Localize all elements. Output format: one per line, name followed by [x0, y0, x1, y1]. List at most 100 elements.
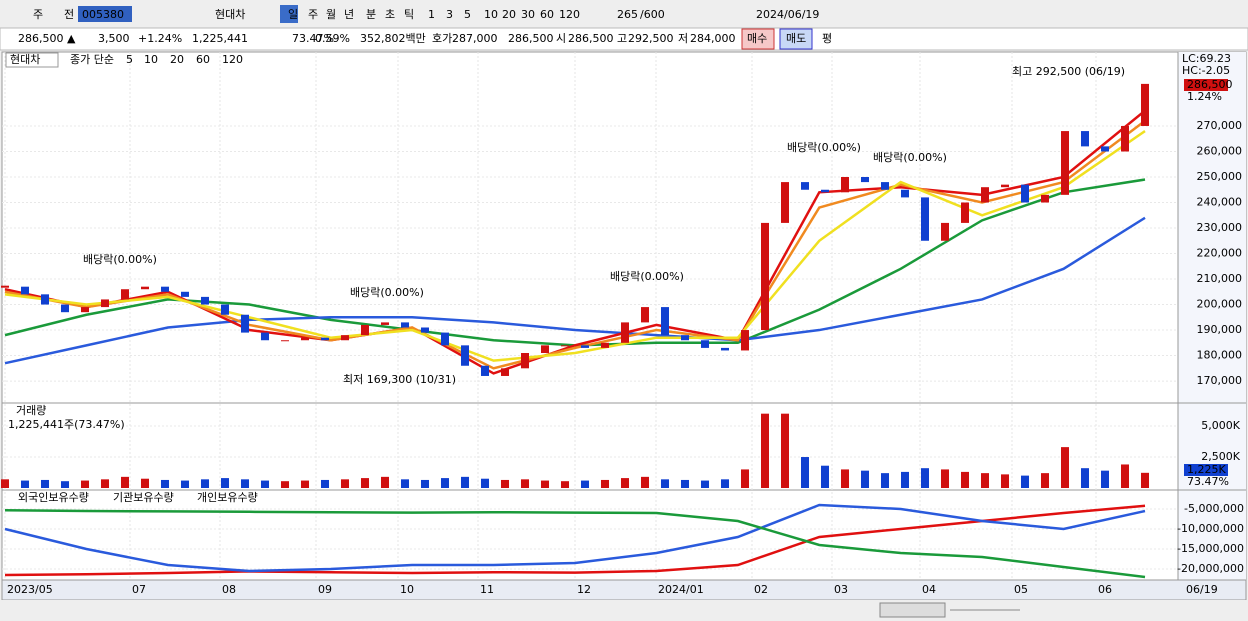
quote-item: 73.47% [292, 32, 334, 45]
quote-item[interactable]: 평 [822, 32, 832, 45]
scroll-buttons[interactable] [879, 602, 946, 618]
legend-item: 60 [196, 53, 210, 66]
toolbar-item[interactable]: 10 [484, 8, 498, 21]
volume-bar [81, 480, 89, 488]
volume-bar [461, 476, 469, 488]
toolbar-item[interactable]: 265 [617, 8, 638, 21]
quote-item: 286,500 ▲ [18, 32, 76, 45]
toolbar-item[interactable]: 주 [33, 8, 43, 21]
toolbar-item[interactable]: 월 [326, 8, 336, 21]
volume-bar [21, 480, 29, 488]
candle [841, 176, 849, 193]
quote-item: +1.24% [138, 32, 182, 45]
toolbar-item[interactable]: 주 [308, 8, 318, 21]
legend-item: 120 [222, 53, 243, 66]
volume-bar [841, 469, 849, 488]
volume-bar [1021, 475, 1029, 488]
right-label: 1.24% [1187, 90, 1222, 103]
quote-item[interactable]: 매도 [786, 32, 806, 45]
candle [721, 347, 729, 351]
candle [941, 222, 949, 241]
x-tick-label: 06 [1098, 583, 1112, 596]
toolbar-item[interactable]: 120 [559, 8, 580, 21]
volume-bar [241, 479, 249, 488]
toolbar-item[interactable]: 005380 [82, 8, 124, 21]
toolbar-item[interactable]: 년 [344, 8, 354, 21]
annotation: 배당락(0.00%) [873, 151, 947, 164]
toolbar-item[interactable]: 틱 [404, 8, 414, 21]
legend-title: 종가 단순 [70, 53, 114, 66]
y-tick-label: 270,000 [1197, 119, 1243, 132]
candle [81, 307, 89, 313]
volume-bar [501, 479, 509, 488]
scroll-bar [0, 600, 1248, 621]
toolbar-item[interactable]: 1 [428, 8, 435, 21]
volume-bar [41, 479, 49, 488]
volume-bar [661, 479, 669, 488]
y-tick-label: 190,000 [1197, 323, 1243, 336]
right-label: 73.47% [1187, 475, 1229, 488]
toolbar-item[interactable]: 30 [521, 8, 535, 21]
legend-item: 개인보유수량 [197, 491, 258, 504]
toolbar-item[interactable]: /600 [640, 8, 665, 21]
candle [961, 202, 969, 223]
toolbar-item[interactable]: 20 [502, 8, 516, 21]
toolbar-item[interactable]: 전 [64, 8, 74, 21]
candle [701, 340, 709, 348]
volume-bar [141, 478, 149, 488]
right-label: LC:69.23 [1182, 52, 1231, 65]
volume-bar [381, 476, 389, 488]
volume-bar [341, 479, 349, 488]
volume-bar [361, 478, 369, 488]
toolbar-item[interactable]: 3 [446, 8, 453, 21]
toolbar-item[interactable]: 60 [540, 8, 554, 21]
volume-bar [641, 476, 649, 488]
y-tick-label: 230,000 [1197, 221, 1243, 234]
x-tick-label: 08 [222, 583, 236, 596]
period-selected[interactable] [280, 5, 298, 23]
holding-line [4, 503, 1146, 573]
legend-item: 10 [144, 53, 158, 66]
volume-bar [281, 481, 289, 488]
buy-button[interactable] [741, 28, 775, 50]
candle [1081, 131, 1089, 147]
toolbar-item[interactable]: 현대차 [215, 8, 245, 21]
toolbar-item[interactable]: 분 [366, 8, 376, 21]
volume-bar [961, 471, 969, 488]
volume-bar [681, 479, 689, 488]
volume-bar [161, 479, 169, 488]
volume-bar [541, 480, 549, 488]
x-tick-label: 2023/05 [7, 583, 53, 596]
candle [361, 324, 369, 336]
volume-bar [201, 479, 209, 488]
y-tick-label: 200,000 [1197, 298, 1243, 311]
toolbar-item[interactable]: 일 [288, 7, 298, 21]
annotation: 최고 292,500 (06/19) [1012, 65, 1125, 78]
annotation: 배당락(0.00%) [610, 270, 684, 283]
y-tick-label: 5,000K [1201, 419, 1240, 432]
y-tick-label: 170,000 [1197, 374, 1243, 387]
candle [1001, 184, 1009, 188]
volume-bar [941, 469, 949, 488]
code-box[interactable] [78, 6, 132, 22]
quote-item[interactable]: 매수 [747, 32, 767, 45]
y-tick-label: -15,000,000 [1177, 542, 1244, 555]
legend-item: 기관보유수량 [113, 491, 174, 504]
volume-bar [401, 479, 409, 488]
toolbar-item[interactable]: 5 [464, 8, 471, 21]
volume-bar [761, 413, 769, 488]
candle [121, 289, 129, 300]
sell-button[interactable] [779, 28, 813, 50]
quote-item: 286,500 [568, 32, 614, 45]
quote-item: 고 [617, 32, 627, 45]
toolbar-item[interactable]: 2024/06/19 [756, 8, 819, 21]
candle [901, 189, 909, 198]
candle [481, 365, 489, 376]
toolbar-item[interactable]: 초 [385, 8, 395, 21]
volume-bar [881, 473, 889, 488]
volume-bar [121, 476, 129, 488]
candle [1141, 83, 1149, 126]
legend-item: 20 [170, 53, 184, 66]
